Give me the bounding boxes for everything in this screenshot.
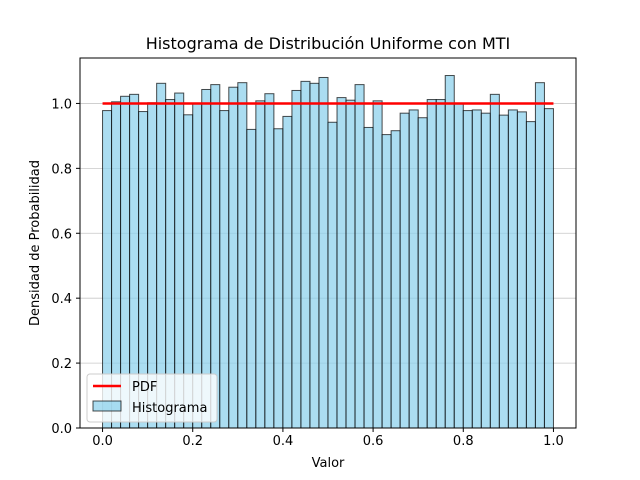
histogram-bar <box>336 97 347 429</box>
histogram-bar <box>498 114 509 429</box>
histogram-bar <box>516 111 527 429</box>
y-tick-label: 0.4 <box>51 292 72 307</box>
histogram-bar <box>453 102 464 429</box>
x-axis-title: Valor <box>312 456 345 471</box>
histogram-bar <box>489 93 500 429</box>
x-tick-label: 0.0 <box>92 434 113 449</box>
histogram-bar <box>399 112 410 429</box>
x-tick-label: 0.2 <box>182 434 203 449</box>
histogram-bar <box>219 110 230 429</box>
histogram-bar <box>372 100 383 429</box>
legend-histogram-label: Histograma <box>132 401 207 416</box>
histogram-bar <box>480 112 491 429</box>
histogram-bar <box>363 126 374 429</box>
histogram-bars <box>102 75 554 429</box>
y-axis-title: Densidad de Probabilidad <box>28 160 43 326</box>
histogram-bar <box>228 86 239 429</box>
legend-histogram-swatch <box>92 400 122 412</box>
legend-pdf-label: PDF <box>132 380 157 395</box>
x-tick-label: 1.0 <box>543 434 564 449</box>
y-tick-label: 1.0 <box>51 97 72 112</box>
y-tick-label: 0.0 <box>51 422 72 437</box>
histogram-bar <box>426 99 437 429</box>
x-tick-label: 0.6 <box>363 434 384 449</box>
histogram-bar <box>408 109 419 429</box>
histogram-bar <box>435 99 446 429</box>
histogram-bar <box>327 121 338 429</box>
x-tick-label: 0.4 <box>273 434 294 449</box>
histogram-bar <box>507 109 518 429</box>
y-tick-label: 0.8 <box>51 162 72 177</box>
histogram-bar <box>318 76 329 429</box>
histogram-bar <box>291 89 302 429</box>
legend: PDF Histograma <box>86 373 218 423</box>
histogram-bar <box>246 128 257 429</box>
chart-title: Histograma de Distribución Uniforme con … <box>146 34 511 53</box>
histogram-bar <box>543 108 554 429</box>
y-axis-ticks: 0.0 0.2 0.4 0.6 0.8 1.0 <box>51 97 80 437</box>
histogram-bar <box>282 115 293 429</box>
plot-frame <box>79 57 577 429</box>
histogram-bar <box>300 80 311 429</box>
histogram-bar <box>444 75 455 429</box>
histogram-bar <box>390 130 401 429</box>
histogram-bar <box>525 121 536 429</box>
histogram-bar <box>462 110 473 429</box>
histogram-bar <box>264 93 275 429</box>
y-tick-label: 0.2 <box>51 357 72 372</box>
histogram-bar <box>237 82 248 429</box>
histogram-bar <box>471 109 482 429</box>
histogram-bar <box>381 134 392 429</box>
y-tick-label: 0.6 <box>51 227 72 242</box>
histogram-bar <box>354 84 365 429</box>
histogram-bar <box>345 99 356 429</box>
histogram-bar <box>273 128 284 429</box>
histogram-bar <box>534 82 545 429</box>
x-tick-label: 0.8 <box>453 434 474 449</box>
histogram-bar <box>417 117 428 429</box>
x-axis-ticks: 0.0 0.2 0.4 0.6 0.8 1.0 <box>92 428 564 449</box>
histogram-bar <box>255 100 266 429</box>
histogram-bar <box>309 82 320 429</box>
